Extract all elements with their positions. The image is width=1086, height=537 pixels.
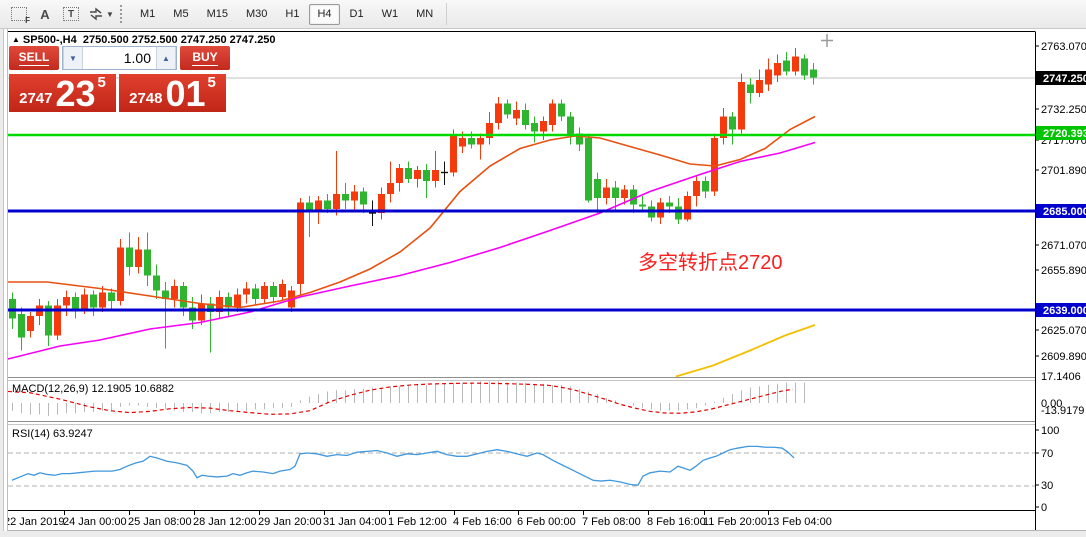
time-axis-label: 25 Jan 08:00 — [128, 516, 192, 528]
candlestick-series — [9, 48, 817, 353]
time-axis-label: 31 Jan 04:00 — [323, 516, 387, 528]
macd-pane — [7, 381, 805, 416]
pane-frames — [0, 31, 1086, 531]
price-axis-tick: 2671.070 — [1041, 240, 1086, 252]
buy-price-quote[interactable]: 2748 01 5 — [119, 74, 226, 112]
window-bottom-edge — [0, 531, 1086, 537]
rsi-axis-tick: 70 — [1041, 448, 1053, 460]
macd-axis-tick: -13.9179 — [1041, 405, 1084, 417]
volume-decrease-button[interactable]: ▼ — [63, 47, 83, 69]
chart-title: ▲ SP500-,H4 2750.500 2752.500 2747.250 27… — [12, 34, 276, 46]
timeframe-button-m1[interactable]: M1 — [140, 7, 156, 20]
timeframe-button-m5[interactable]: M5 — [173, 7, 189, 20]
price-axis-tick: 2625.070 — [1041, 325, 1086, 337]
rsi-label: RSI(14) 63.9247 — [12, 428, 93, 440]
ohlc-values: 2750.500 2752.500 2747.250 2747.250 — [82, 34, 276, 46]
time-axis-label: 4 Feb 16:00 — [453, 516, 512, 528]
timeframe-button-m30[interactable]: M30 — [245, 7, 268, 20]
timeframe-button-d1[interactable]: D1 — [349, 7, 364, 20]
timeframe-button-w1[interactable]: W1 — [381, 7, 399, 20]
cycle-arrows-icon[interactable]: ▼ — [84, 3, 118, 25]
text-a-icon[interactable]: A — [40, 6, 50, 22]
price-badge: 2639.000 — [1043, 305, 1086, 317]
price-badge: 2747.250 — [1043, 73, 1086, 85]
sell-price-sup: 5 — [97, 74, 106, 91]
volume-stepper: ▼ ▲ — [62, 46, 177, 70]
time-axis-label: 29 Jan 20:00 — [258, 516, 322, 528]
text-box-icon[interactable]: T — [58, 3, 84, 25]
mouse-cursor-icon — [821, 34, 833, 47]
time-axis-label: 6 Feb 00:00 — [517, 516, 576, 528]
timeframe-button-m15[interactable]: M15 — [206, 7, 228, 20]
dropdown-caret-icon: ▼ — [106, 9, 114, 19]
time-axis-label: 1 Feb 12:00 — [388, 516, 447, 528]
time-axis-label: 11 Feb 20:00 — [703, 516, 767, 528]
price-axis-tick: 2701.890 — [1041, 165, 1086, 177]
rsi-axis-tick: 30 — [1041, 480, 1053, 492]
buy-price-sup: 5 — [207, 74, 216, 91]
time-axis-label: 8 Feb 16:00 — [647, 516, 706, 528]
timeframe-buttons: M1 M5 M15 M30 H1 H4 D1 W1 MN — [131, 3, 442, 25]
time-axis-label: 22 Jan 2019 — [4, 516, 65, 528]
rsi-pane — [8, 445, 1035, 487]
timeframe-button-h4[interactable]: H4 — [309, 3, 340, 25]
indicator-labels: MACD(12,26,9) 12.1905 10.6882 RSI(14) 63.… — [12, 383, 174, 440]
chart-text-annotation: 多空转折点2720 — [638, 252, 783, 274]
timeframe-button-mn[interactable]: MN — [416, 7, 434, 20]
time-axis-label: 24 Jan 00:00 — [63, 516, 127, 528]
toolbar: F A T ▼ M1 M5 M15 M30 H1 H4 D1 W1 MN — [0, 0, 1086, 29]
one-click-trade-panel: SELL ▼ ▲ BUY 2747 23 5 2748 01 5 — [9, 46, 230, 116]
price-axis-tick: 2609.890 — [1041, 351, 1086, 363]
volume-increase-button[interactable]: ▲ — [156, 47, 176, 69]
price-badge: 2685.000 — [1043, 206, 1086, 218]
sell-price-prefix: 2747 — [19, 90, 53, 107]
symbol-marker-icon: ▲ — [12, 35, 20, 44]
symbol-name: SP500-,H4 — [22, 34, 77, 46]
sell-price-big: 23 — [55, 73, 96, 115]
rsi-axis-tick: 0 — [1041, 502, 1047, 514]
timeframe-button-h1[interactable]: H1 — [285, 7, 300, 20]
price-axis-tick: 2763.070 — [1041, 41, 1086, 53]
macd-axis-tick: 17.1406 — [1041, 371, 1081, 383]
price-axis-tick: 2655.890 — [1041, 265, 1086, 277]
buy-price-big: 01 — [165, 73, 206, 115]
time-axis-label: 13 Feb 04:00 — [767, 516, 832, 528]
toolbar-separator — [446, 3, 448, 25]
macd-axis-tick: 0.00 — [1041, 398, 1062, 410]
toolbar-grip[interactable] — [120, 5, 125, 23]
time-axis-label: 28 Jan 12:00 — [193, 516, 257, 528]
grid-f-icon[interactable]: F — [6, 3, 32, 25]
horizontal-line-objects[interactable] — [8, 133, 1035, 312]
price-axis-tick: 2732.250 — [1041, 104, 1086, 116]
buy-button[interactable]: BUY — [180, 46, 230, 70]
macd-label: MACD(12,26,9) 12.1905 10.6882 — [12, 383, 174, 395]
rsi-axis-tick: 100 — [1041, 425, 1059, 437]
sell-button[interactable]: SELL — [9, 46, 59, 70]
buy-price-prefix: 2748 — [129, 90, 163, 107]
moving-averages — [7, 115, 816, 378]
window-left-edge — [0, 29, 8, 531]
price-axis: 2763.0702732.2502717.0702701.8902671.070… — [1035, 41, 1086, 514]
volume-input[interactable] — [83, 47, 156, 69]
time-axis-label: 7 Feb 08:00 — [582, 516, 641, 528]
sell-price-quote[interactable]: 2747 23 5 — [9, 74, 116, 112]
price-badge: 2720.393 — [1043, 128, 1086, 140]
